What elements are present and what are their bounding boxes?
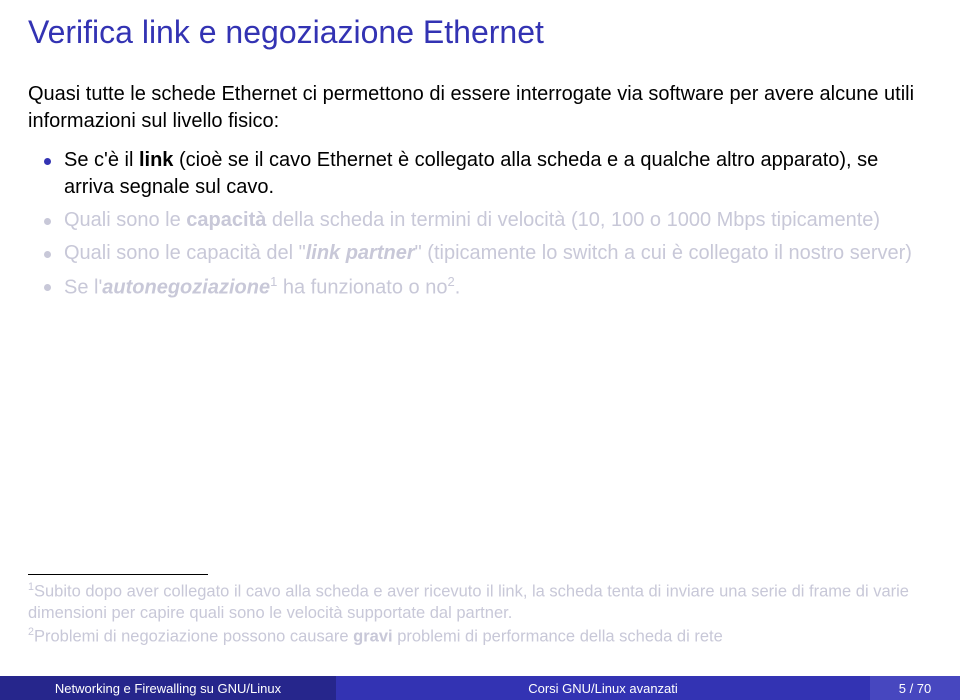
b1-post: (cioè se il cavo Ethernet è collegato al… (64, 149, 878, 198)
b2-post: della scheda in termini di velocità (10,… (266, 209, 880, 231)
b4-sup2: 2 (447, 274, 454, 289)
footer-mid: Corsi GNU/Linux avanzati (336, 676, 870, 700)
bullet-3: Quali sono le capacità del "link partner… (50, 240, 932, 267)
footnote-1: 1Subito dopo aver collegato il cavo alla… (28, 581, 932, 624)
bullet-4: Se l'autonegoziazione1 ha funzionato o n… (50, 273, 932, 302)
b4-italic: autonegoziazione (102, 277, 270, 299)
bullet-2: Quali sono le capacità della scheda in t… (50, 207, 932, 234)
footer-mid-text: Corsi GNU/Linux avanzati (528, 681, 678, 696)
bullet-1: Se c'è il link (cioè se il cavo Ethernet… (50, 147, 932, 201)
intro-text: Quasi tutte le schede Ethernet ci permet… (28, 81, 932, 135)
b2-bold: capacità (186, 209, 266, 231)
b2-pre: Quali sono le (64, 209, 186, 231)
f1-text: Subito dopo aver collegato il cavo alla … (28, 582, 909, 621)
footer-left: Networking e Firewalling su GNU/Linux (0, 676, 336, 700)
b3-italic: link partner (306, 242, 415, 264)
b1-bold: link (139, 149, 173, 171)
f2-bold: gravi (353, 628, 392, 646)
slide: Verifica link e negoziazione Ethernet Qu… (0, 0, 960, 700)
footer-left-text: Networking e Firewalling su GNU/Linux (55, 681, 281, 696)
f2-pre: Problemi di negoziazione possono causare (34, 628, 353, 646)
footnote-rule (28, 574, 208, 575)
slide-title: Verifica link e negoziazione Ethernet (0, 0, 960, 81)
f2-post: problemi di performance della scheda di … (393, 628, 723, 646)
b4-pre: Se l' (64, 277, 102, 299)
footer-page: 5 / 70 (899, 681, 932, 696)
b1-pre: Se c'è il (64, 149, 139, 171)
b4-mid: ha funzionato o no (277, 277, 447, 299)
slide-content: Quasi tutte le schede Ethernet ci permet… (0, 81, 960, 302)
b3-pre: Quali sono le capacità del " (64, 242, 306, 264)
footer-right: 5 / 70 (870, 676, 960, 700)
b3-post: " (tipicamente lo switch a cui è collega… (415, 242, 912, 264)
bullet-list: Se c'è il link (cioè se il cavo Ethernet… (28, 147, 932, 302)
footer: Networking e Firewalling su GNU/Linux Co… (0, 676, 960, 700)
footnote-2: 2Problemi di negoziazione possono causar… (28, 626, 932, 648)
b4-post: . (455, 277, 461, 299)
footnotes: 1Subito dopo aver collegato il cavo alla… (28, 574, 932, 650)
